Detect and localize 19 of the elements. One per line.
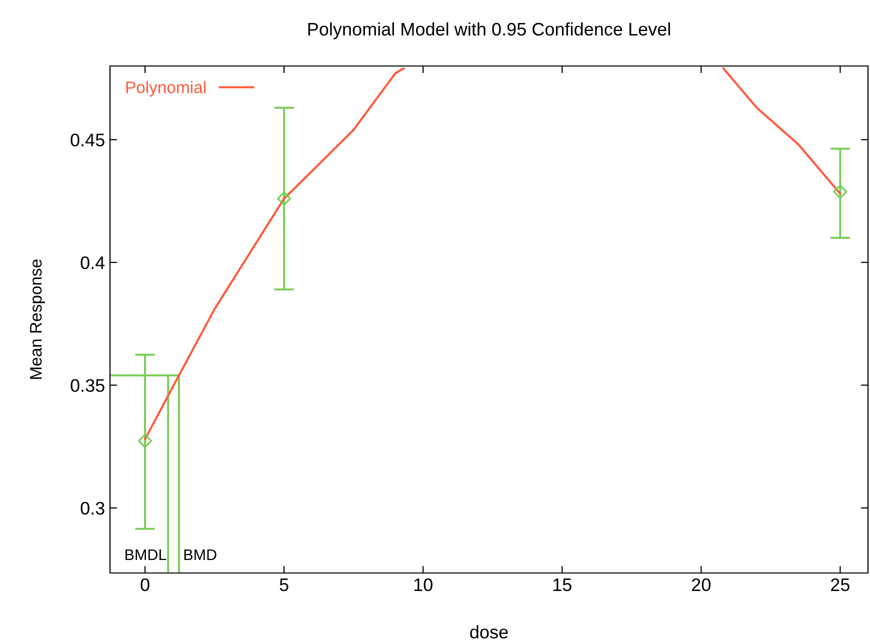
y-tick-label: 0.3 — [80, 502, 104, 515]
x-tick-label: 0 — [140, 578, 150, 592]
x-tick-label: 10 — [414, 578, 432, 592]
x-tick-label: 20 — [692, 578, 710, 592]
chart-title: Polynomial Model with 0.95 Confidence Level — [308, 22, 670, 40]
y-tick-label: 0.45 — [70, 134, 104, 146]
x-tick-label: 5 — [280, 578, 288, 592]
x-axis-title: dose — [470, 625, 508, 639]
y-tick-label: 0.35 — [70, 379, 104, 392]
ref-line-label: BMD — [184, 550, 216, 560]
y-tick-label: 0.4 — [80, 256, 105, 270]
y-axis-title: Mean Response — [30, 260, 45, 379]
legend-label: Polynomial — [126, 81, 206, 97]
point — [277, 192, 292, 206]
point — [138, 434, 152, 448]
x-tick-label: 25 — [831, 578, 850, 592]
point — [833, 184, 848, 199]
x-tick-label: 15 — [553, 578, 572, 592]
ref-line-label: BMDL — [126, 550, 166, 560]
